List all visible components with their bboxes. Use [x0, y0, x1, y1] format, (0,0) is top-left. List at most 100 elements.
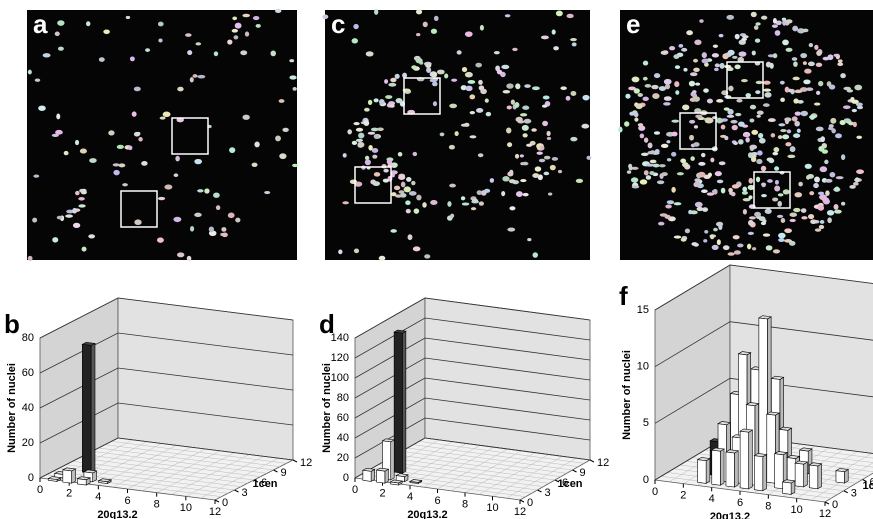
nucleus — [514, 153, 520, 159]
nucleus — [484, 98, 489, 103]
nucleus — [656, 180, 665, 185]
nucleus — [737, 56, 745, 63]
nucleus — [833, 203, 839, 210]
nucleus — [748, 216, 756, 220]
floor-grid — [419, 441, 585, 464]
nucleus — [767, 118, 776, 123]
nucleus — [372, 154, 378, 159]
nucleus — [817, 191, 825, 196]
nucleus — [719, 62, 725, 69]
nucleus — [706, 192, 715, 196]
nucleus — [709, 234, 715, 240]
nucleus — [467, 80, 476, 84]
nucleus — [671, 131, 678, 137]
nucleus — [197, 189, 204, 193]
nucleus — [368, 144, 373, 151]
nucleus — [478, 79, 483, 85]
nucleus — [785, 47, 793, 52]
nucleus — [676, 172, 684, 176]
nucleus — [714, 171, 722, 177]
nucleus — [631, 76, 640, 83]
nucleus — [791, 57, 798, 61]
nucleus — [430, 28, 438, 34]
nucleus — [777, 200, 783, 207]
nucleus — [842, 105, 851, 110]
nucleus — [395, 97, 403, 104]
x-tick-label: 10 — [486, 502, 498, 514]
nucleus — [693, 242, 699, 247]
grid-line — [39, 437, 294, 479]
y-axis-label: Number of nuclei — [621, 350, 633, 440]
nucleus — [408, 191, 417, 196]
nucleus — [749, 118, 755, 123]
nucleus — [476, 108, 484, 113]
nucleus — [447, 201, 452, 207]
nucleus — [854, 177, 860, 183]
nucleus — [682, 104, 690, 111]
bar-front — [766, 413, 776, 484]
y-tick-label: 5 — [643, 417, 649, 429]
nucleus — [755, 176, 761, 183]
panel-label: e — [626, 9, 640, 39]
nucleus — [204, 188, 210, 194]
nucleus — [227, 212, 235, 219]
nucleus — [748, 219, 754, 226]
nucleus — [480, 88, 487, 95]
nucleus — [748, 177, 754, 184]
nucleus — [145, 48, 151, 52]
nucleus — [536, 151, 543, 155]
x-tick-label: 2 — [680, 490, 686, 502]
nuclei — [322, 9, 592, 261]
nucleus — [755, 80, 763, 85]
micrograph — [27, 10, 297, 260]
bar — [361, 467, 376, 482]
bar-front — [393, 331, 403, 474]
nucleus — [543, 155, 551, 160]
nucleus — [760, 221, 767, 226]
nucleus — [118, 163, 126, 168]
nucleus — [173, 216, 182, 223]
z-tick-label: 9 — [281, 467, 287, 479]
nucleus — [213, 192, 220, 198]
floor-grid — [111, 441, 287, 464]
nucleus — [469, 94, 476, 100]
nucleus — [353, 248, 360, 254]
bar-front — [390, 481, 399, 486]
nucleus — [502, 90, 511, 94]
nucleus — [855, 102, 863, 107]
nucleus — [270, 50, 276, 57]
z-axis-label: 1cen — [862, 480, 873, 492]
nucleus — [465, 85, 473, 92]
panel-label: d — [319, 309, 335, 339]
nucleus — [254, 141, 260, 148]
bar-front — [697, 459, 707, 484]
nucleus — [760, 182, 767, 187]
nucleus — [128, 145, 133, 151]
bar — [710, 447, 725, 486]
nucleus — [774, 166, 780, 171]
nucleus — [512, 47, 518, 52]
nucleus — [353, 23, 359, 30]
nucleus — [432, 81, 438, 87]
nucleus — [534, 166, 542, 172]
roi-box — [679, 112, 717, 150]
nucleus — [635, 103, 643, 110]
nucleus — [782, 39, 789, 46]
nucleus — [156, 237, 164, 243]
nucleus — [747, 184, 755, 191]
nucleus — [750, 152, 759, 156]
nucleus — [680, 158, 687, 164]
bar — [808, 462, 823, 490]
nucleus — [782, 134, 790, 140]
nucleus — [275, 135, 281, 142]
nucleus — [827, 217, 832, 224]
nucleus — [338, 249, 343, 255]
nucleus — [631, 185, 640, 189]
nucleus — [364, 107, 370, 112]
nucleus — [704, 62, 709, 67]
nucleus — [642, 76, 648, 81]
nucleus — [532, 86, 540, 91]
nucleus — [828, 124, 834, 128]
nucleus — [663, 102, 671, 106]
nucleus — [793, 61, 798, 67]
